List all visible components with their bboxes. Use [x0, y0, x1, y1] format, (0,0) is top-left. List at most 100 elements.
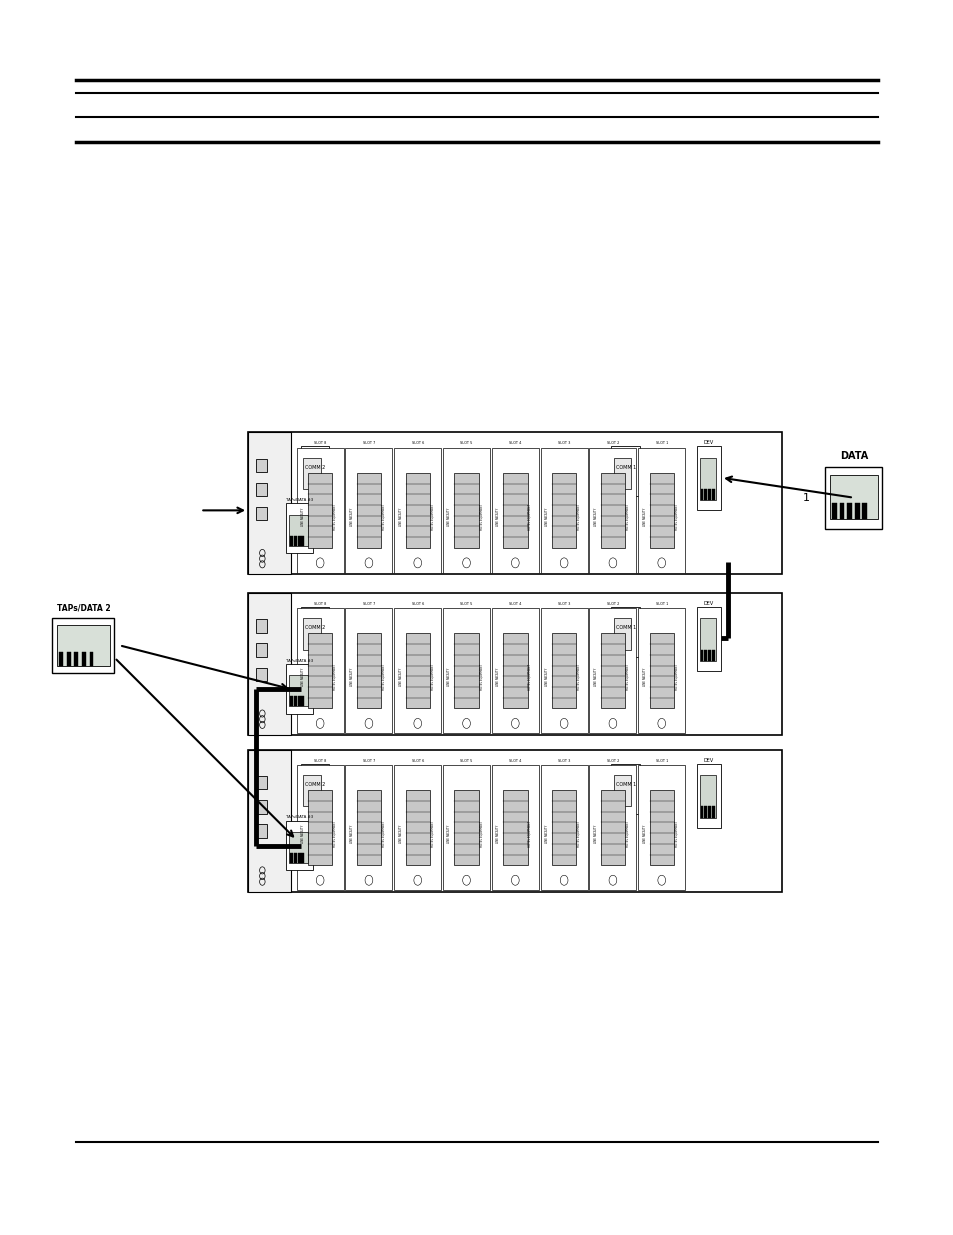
- Text: HOTEL EQUIPMENT: HOTEL EQUIPMENT: [527, 504, 532, 530]
- Bar: [286, 820, 313, 871]
- Bar: [824, 467, 882, 529]
- Bar: [67, 652, 71, 666]
- Text: SLOT 7: SLOT 7: [362, 758, 375, 763]
- Text: HOTEL EQUIPMENT: HOTEL EQUIPMENT: [674, 821, 678, 847]
- Text: HOTEL EQUIPMENT: HOTEL EQUIPMENT: [381, 821, 385, 847]
- Bar: [394, 766, 440, 890]
- Bar: [589, 766, 636, 890]
- Text: TAPs/DATA 2: TAPs/DATA 2: [56, 604, 111, 613]
- Bar: [345, 766, 392, 890]
- Bar: [829, 475, 877, 519]
- Text: LINE FACILITY: LINE FACILITY: [301, 668, 305, 687]
- Bar: [614, 619, 631, 650]
- Bar: [59, 652, 63, 666]
- Text: HOTEL EQUIPMENT: HOTEL EQUIPMENT: [527, 821, 532, 847]
- Bar: [540, 448, 587, 573]
- Text: COMM 2: COMM 2: [304, 625, 325, 630]
- Text: LINE FACILITY: LINE FACILITY: [593, 668, 598, 687]
- Text: DEV: DEV: [703, 600, 713, 605]
- Text: SLOT 8: SLOT 8: [314, 441, 326, 446]
- Bar: [711, 806, 714, 818]
- Text: HOTEL EQUIPMENT: HOTEL EQUIPMENT: [478, 504, 482, 530]
- Bar: [405, 634, 430, 709]
- Bar: [638, 448, 684, 573]
- Bar: [649, 473, 673, 548]
- Text: HOTEL EQUIPMENT: HOTEL EQUIPMENT: [333, 504, 336, 530]
- Text: SLOT 4: SLOT 4: [509, 441, 521, 446]
- Bar: [442, 609, 490, 734]
- Bar: [248, 750, 781, 892]
- Text: HOTEL EQUIPMENT: HOTEL EQUIPMENT: [430, 821, 434, 847]
- Text: 1: 1: [801, 493, 809, 503]
- Bar: [611, 606, 639, 657]
- Bar: [255, 643, 267, 657]
- Bar: [345, 609, 392, 734]
- Bar: [700, 489, 702, 500]
- Bar: [294, 697, 296, 706]
- Bar: [703, 489, 706, 500]
- Bar: [74, 652, 78, 666]
- Bar: [394, 609, 440, 734]
- Bar: [707, 650, 710, 661]
- Text: LINE FACILITY: LINE FACILITY: [544, 668, 549, 687]
- Text: SLOT 4: SLOT 4: [509, 601, 521, 606]
- Bar: [442, 766, 490, 890]
- Bar: [248, 593, 781, 735]
- Bar: [303, 776, 320, 806]
- Bar: [699, 619, 716, 661]
- Text: COMM 2: COMM 2: [304, 782, 325, 787]
- Bar: [649, 790, 673, 866]
- Bar: [394, 448, 440, 573]
- Bar: [696, 763, 720, 827]
- Bar: [540, 609, 587, 734]
- Bar: [552, 790, 576, 866]
- Bar: [289, 515, 308, 546]
- Text: LINE FACILITY: LINE FACILITY: [642, 508, 646, 526]
- Bar: [614, 458, 631, 489]
- Text: HOTEL EQUIPMENT: HOTEL EQUIPMENT: [577, 821, 580, 847]
- Text: LINE FACILITY: LINE FACILITY: [544, 825, 549, 844]
- Bar: [700, 806, 702, 818]
- Text: LINE FACILITY: LINE FACILITY: [301, 825, 305, 844]
- Text: HOTEL EQUIPMENT: HOTEL EQUIPMENT: [674, 504, 678, 530]
- Text: TAPs/DATA #3: TAPs/DATA #3: [286, 815, 313, 820]
- Bar: [552, 473, 576, 548]
- Bar: [255, 667, 267, 680]
- Text: LINE FACILITY: LINE FACILITY: [642, 825, 646, 844]
- Bar: [52, 618, 114, 673]
- Bar: [303, 458, 320, 489]
- Bar: [454, 634, 478, 709]
- Text: SLOT 3: SLOT 3: [558, 441, 570, 446]
- Text: COMM 1: COMM 1: [615, 464, 635, 469]
- Text: HOTEL EQUIPMENT: HOTEL EQUIPMENT: [625, 664, 629, 690]
- Text: SLOT 6: SLOT 6: [411, 758, 423, 763]
- Text: HOTEL EQUIPMENT: HOTEL EQUIPMENT: [430, 504, 434, 530]
- Bar: [831, 504, 836, 519]
- Text: HOTEL EQUIPMENT: HOTEL EQUIPMENT: [478, 821, 482, 847]
- Text: DATA: DATA: [839, 451, 867, 461]
- Bar: [255, 458, 267, 472]
- Text: LINE FACILITY: LINE FACILITY: [496, 825, 499, 844]
- Text: LINE FACILITY: LINE FACILITY: [447, 668, 451, 687]
- Bar: [300, 763, 329, 814]
- Text: LINE FACILITY: LINE FACILITY: [398, 825, 402, 844]
- Bar: [454, 473, 478, 548]
- Bar: [492, 609, 538, 734]
- Bar: [296, 766, 343, 890]
- Bar: [90, 652, 93, 666]
- Text: SLOT 8: SLOT 8: [314, 758, 326, 763]
- Bar: [255, 800, 267, 814]
- Bar: [638, 609, 684, 734]
- Bar: [290, 536, 293, 546]
- Text: LINE FACILITY: LINE FACILITY: [398, 668, 402, 687]
- Bar: [248, 432, 781, 574]
- Text: LINE FACILITY: LINE FACILITY: [398, 508, 402, 526]
- Text: LINE FACILITY: LINE FACILITY: [350, 668, 354, 687]
- Bar: [303, 619, 320, 650]
- Bar: [502, 473, 527, 548]
- Bar: [839, 504, 843, 519]
- Text: LINE FACILITY: LINE FACILITY: [496, 668, 499, 687]
- Bar: [297, 697, 300, 706]
- Bar: [300, 606, 329, 657]
- Bar: [696, 606, 720, 671]
